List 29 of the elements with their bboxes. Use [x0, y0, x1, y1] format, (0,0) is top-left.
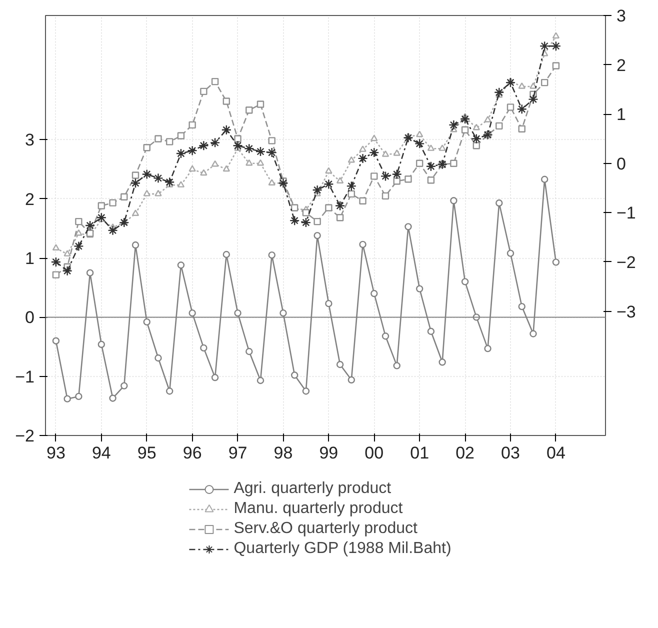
y2-tick-label: −3: [616, 302, 636, 322]
y-tick-label: 0: [25, 308, 35, 328]
x-tick-label: 03: [501, 444, 520, 462]
y2-tick-label: 2: [616, 56, 626, 75]
x-tick-label: 01: [410, 444, 430, 462]
x-tick-label: 04: [546, 444, 566, 462]
x-tick-label: 98: [274, 444, 293, 462]
x-tick-label: 97: [228, 444, 248, 462]
legend-label: Serv.&O quarterly product: [234, 520, 418, 538]
y2-tick-label: 1: [616, 105, 626, 124]
x-tick-label: 95: [137, 444, 156, 462]
x-tick-label: 94: [92, 444, 111, 462]
x-tick-label: 02: [456, 444, 475, 462]
y-tick-label: −1: [15, 367, 35, 386]
y2-tick-label: −2: [616, 252, 636, 272]
y2-tick-label: 0: [616, 154, 626, 174]
y-tick-label: 2: [25, 190, 35, 209]
y2-tick-label: −1: [616, 204, 636, 223]
y-tick-label: 1: [25, 249, 35, 268]
y-tick-label: 3: [25, 130, 35, 150]
x-tick-label: 00: [364, 444, 384, 462]
legend-label: Manu. quarterly product: [234, 500, 403, 518]
y-tick-label: −2: [15, 426, 35, 446]
x-tick-label: 99: [319, 444, 338, 462]
legend-label: Agri. quarterly product: [234, 480, 392, 498]
legend-label: Quarterly GDP (1988 Mil.Baht): [234, 540, 452, 558]
x-tick-label: 93: [46, 444, 66, 462]
x-tick-label: 96: [182, 444, 202, 462]
y2-tick-label: 3: [616, 6, 626, 26]
